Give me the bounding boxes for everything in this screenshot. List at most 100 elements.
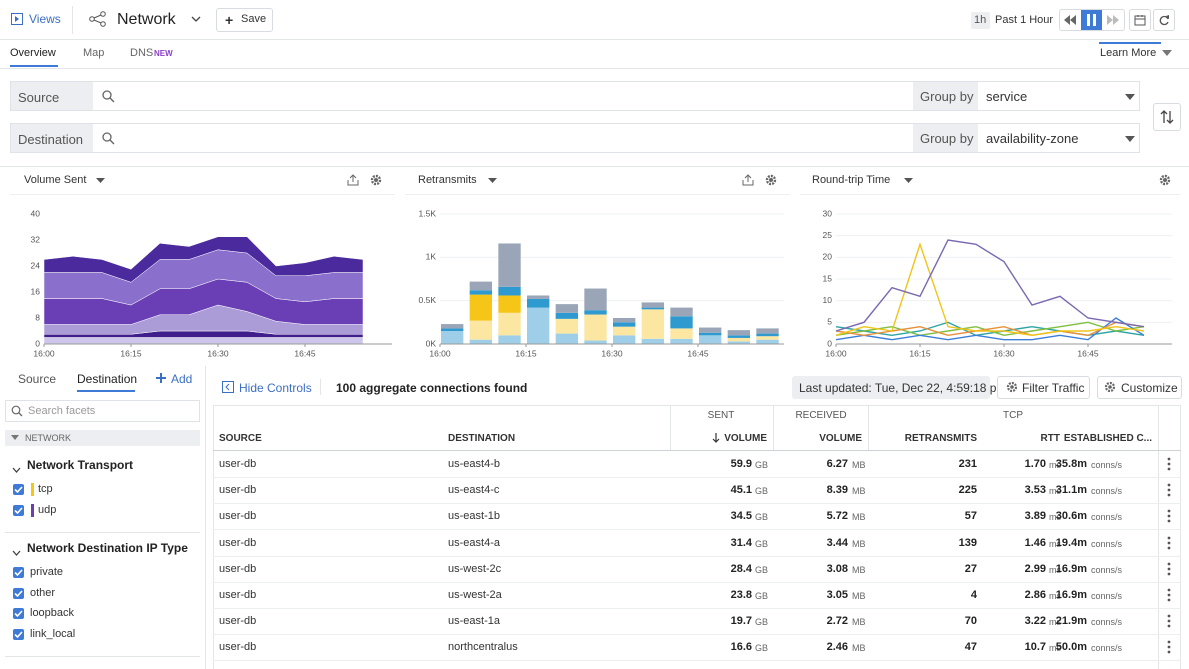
views-button[interactable]: Views: [29, 12, 61, 26]
checkbox[interactable]: [13, 567, 24, 578]
column-header[interactable]: RTT: [1040, 433, 1060, 444]
facet-item[interactable]: tcp: [38, 483, 53, 495]
cell-unit: conns/s: [1091, 591, 1123, 601]
swap-button[interactable]: [1153, 103, 1181, 131]
settings-icon[interactable]: [765, 174, 777, 186]
customize-button[interactable]: [1097, 376, 1182, 399]
facet-item[interactable]: udp: [38, 503, 57, 516]
x-tick-label: 16:30: [993, 348, 1015, 358]
line: [835, 321, 1145, 337]
column-header[interactable]: DESTINATION: [448, 433, 516, 444]
tab[interactable]: Map: [83, 47, 105, 59]
bar-segment: [555, 304, 579, 313]
cell-unit: GB: [755, 538, 769, 549]
row-divider: [213, 608, 1181, 609]
sort-arrow[interactable]: [712, 433, 720, 443]
filter-label[interactable]: Filter Traffic: [1022, 381, 1085, 395]
save-button[interactable]: [216, 8, 273, 32]
facet-group-title[interactable]: Network Destination IP Type: [27, 541, 188, 555]
cell-unit: ms: [1049, 564, 1061, 575]
bar-segment: [441, 328, 464, 331]
cell-unit: ms: [1049, 591, 1061, 601]
section-caret: [11, 435, 19, 440]
cell: 21.9m: [1055, 615, 1087, 628]
cell-unit: GB: [755, 512, 769, 523]
column-header[interactable]: ESTABLISHED C...: [1063, 433, 1152, 444]
export-icon[interactable]: [742, 174, 754, 186]
time-range[interactable]: Past 1 Hour: [995, 14, 1054, 26]
chart-caret: [904, 178, 913, 183]
learn-more[interactable]: Learn More: [1100, 47, 1157, 59]
checkbox[interactable]: [13, 484, 24, 495]
filter-button[interactable]: [997, 376, 1090, 399]
export-icon[interactable]: [347, 174, 359, 186]
settings-icon[interactable]: [1159, 174, 1171, 186]
destination-filter[interactable]: [10, 123, 1140, 153]
facet-item[interactable]: loopback: [30, 607, 75, 619]
x-tick-label: 16:45: [687, 348, 709, 358]
bar-segment: [498, 286, 521, 296]
group-by-select[interactable]: service: [986, 89, 1028, 104]
row-menu[interactable]: [1166, 457, 1172, 471]
divider: [0, 68, 1189, 69]
facet-group-title[interactable]: Network Transport: [27, 458, 134, 472]
column-header[interactable]: SOURCE: [219, 433, 262, 444]
checkbox[interactable]: [13, 587, 24, 599]
facet-item[interactable]: private: [30, 566, 64, 578]
bar-segment: [555, 333, 579, 344]
cell: 4: [970, 589, 977, 601]
row-menu[interactable]: [1166, 588, 1172, 602]
row-menu[interactable]: [1166, 483, 1172, 497]
group-by-select[interactable]: availability-zone: [986, 131, 1079, 146]
row-menu[interactable]: [1166, 509, 1172, 523]
hide-controls[interactable]: Hide Controls: [239, 381, 312, 395]
group-caret[interactable]: [12, 462, 21, 473]
column-header[interactable]: VOLUME: [724, 433, 767, 444]
divider: [773, 405, 774, 450]
row-menu[interactable]: [1166, 562, 1172, 576]
group-caret[interactable]: [12, 545, 21, 556]
views-icon[interactable]: [11, 13, 23, 25]
x-tick-label: 16:45: [294, 348, 316, 358]
row-divider: [213, 634, 1181, 636]
facet-item[interactable]: link_local: [30, 627, 76, 640]
source-filter[interactable]: [10, 81, 1140, 111]
facet-search[interactable]: [5, 400, 200, 422]
cell: us-east-1b: [448, 510, 500, 523]
cell-unit: conns/s: [1091, 486, 1123, 497]
group-by-label-bg: [913, 124, 978, 152]
row-menu[interactable]: [1166, 536, 1172, 550]
cell-unit: MB: [852, 643, 866, 654]
checkbox[interactable]: [13, 504, 24, 516]
settings-icon[interactable]: [370, 174, 382, 186]
facet-tab[interactable]: Destination: [77, 372, 138, 386]
pause-button[interactable]: [1081, 10, 1102, 30]
chart-title[interactable]: Round-trip Time: [812, 174, 891, 186]
add-facet[interactable]: Add: [171, 372, 193, 386]
rewind-button[interactable]: [1063, 14, 1077, 26]
facet-search-placeholder: Search facets: [28, 405, 96, 417]
row-menu[interactable]: [1166, 640, 1172, 654]
column-header[interactable]: VOLUME: [819, 433, 862, 444]
cell-unit: MB: [852, 591, 866, 601]
title-dropdown[interactable]: [191, 15, 201, 23]
tab[interactable]: DNS: [130, 47, 154, 59]
chart-title[interactable]: Volume Sent: [24, 174, 87, 186]
chart-title[interactable]: Retransmits: [418, 174, 477, 186]
facet-tab[interactable]: Source: [18, 372, 57, 386]
save-label[interactable]: Save: [241, 13, 267, 25]
cell: 139: [958, 536, 977, 549]
row-menu[interactable]: [1166, 614, 1172, 628]
column-header[interactable]: RETRANSMITS: [904, 433, 977, 444]
checkbox[interactable]: [13, 608, 24, 619]
tab[interactable]: Overview: [10, 47, 56, 59]
chart: 0 8 16 24 32 40 16:00 16:15 16:30 16:45: [31, 208, 392, 358]
facet-section: NETWORK: [25, 433, 71, 443]
facet-item[interactable]: other: [30, 586, 56, 599]
checkbox[interactable]: [13, 628, 24, 640]
customize-label[interactable]: Customize: [1121, 381, 1178, 395]
cell: 31.4: [730, 536, 752, 549]
forward-button[interactable]: [1106, 14, 1120, 26]
refresh-button[interactable]: [1153, 9, 1175, 31]
y-tick-label: 32: [31, 234, 41, 244]
